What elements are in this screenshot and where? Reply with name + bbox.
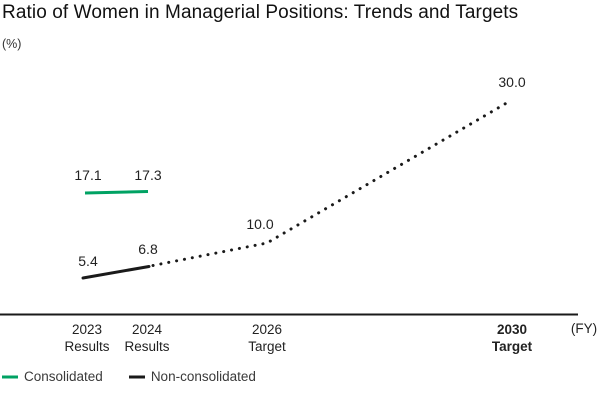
value-label-nonconsolidated-2026: 10.0 bbox=[246, 216, 274, 232]
value-label-nonconsolidated-2024: 6.8 bbox=[138, 241, 158, 257]
legend-label-consolidated: Consolidated bbox=[24, 369, 103, 384]
y-axis-unit-label: (%) bbox=[2, 37, 22, 51]
x-tick-year: 2030 bbox=[496, 322, 528, 337]
x-tick-sub: Results bbox=[124, 339, 170, 354]
x-tick-sub: Target bbox=[248, 339, 286, 354]
value-label-consolidated-2023: 17.1 bbox=[74, 167, 102, 183]
non-consolidated-results-line bbox=[81, 265, 151, 280]
legend-item-consolidated: Consolidated bbox=[2, 369, 103, 384]
x-tick-2024-results: 2024 Results bbox=[124, 321, 169, 355]
x-tick-2026-target: 2026 Target bbox=[248, 321, 286, 355]
legend-label-non-consolidated: Non-consolidated bbox=[150, 369, 256, 384]
x-tick-year: 2023 bbox=[71, 322, 103, 337]
value-label-consolidated-2024: 17.3 bbox=[134, 167, 162, 183]
x-tick-2023-results: 2023 Results bbox=[64, 321, 109, 355]
x-tick-year: 2026 bbox=[251, 322, 283, 337]
consolidated-line bbox=[84, 190, 149, 195]
x-tick-year: 2024 bbox=[131, 322, 163, 337]
non-consolidated-target-dotted-line bbox=[151, 99, 512, 267]
chart-legend: Consolidated Non-consolidated bbox=[2, 369, 256, 384]
x-axis-fy-label: (FY) bbox=[570, 321, 598, 336]
non-consolidated-line-swatch-icon bbox=[128, 375, 145, 378]
x-tick-sub: Results bbox=[64, 339, 110, 354]
chart-title: Ratio of Women in Managerial Positions: … bbox=[2, 2, 519, 23]
value-label-nonconsolidated-2030: 30.0 bbox=[498, 74, 526, 90]
x-tick-sub: Target bbox=[491, 339, 533, 354]
x-tick-2030-target: 2030 Target bbox=[492, 321, 532, 355]
consolidated-line-swatch-icon bbox=[2, 375, 18, 378]
legend-item-non-consolidated: Non-consolidated bbox=[128, 369, 256, 384]
value-label-nonconsolidated-2023: 5.4 bbox=[78, 253, 98, 269]
